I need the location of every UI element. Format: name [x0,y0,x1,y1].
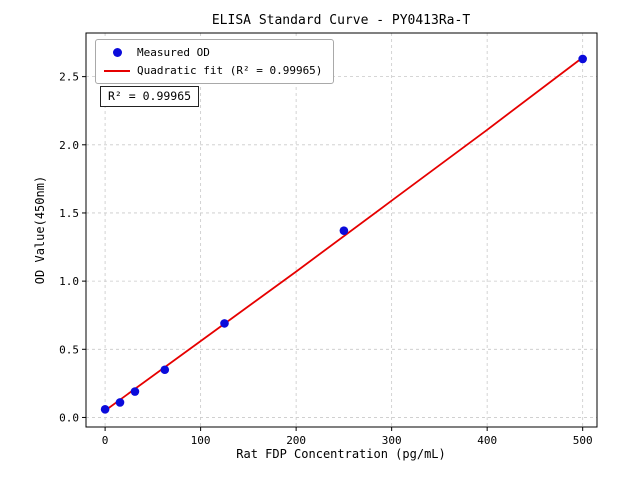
legend-marker-area [104,69,130,72]
y-tick-label: 2.0 [59,139,79,152]
y-tick-label: 0.5 [59,343,79,356]
x-tick-label: 200 [286,434,306,447]
y-tick-label: 1.5 [59,207,79,220]
y-axis-label: OD Value(450nm) [33,175,47,285]
y-tick-label: 2.5 [59,71,79,84]
measured-od-point [339,226,349,235]
measured-od-point [578,54,587,64]
measured-od-point [100,404,110,414]
legend-marker-dot [112,48,122,57]
legend: Measured OD Quadratic fit (R² = 0.99965) [95,39,335,84]
x-tick-label: 400 [477,434,497,447]
r-squared-annotation: R² = 0.99965 [100,86,200,107]
legend-marker-line [104,69,130,72]
measured-od-point [130,387,140,396]
x-tick-label: 300 [382,434,402,447]
x-tick-label: 0 [102,434,109,447]
x-tick-label: 500 [573,434,593,447]
quadratic-fit-line [104,56,584,412]
measured-od-point [160,365,170,375]
legend-item-measured-od: Measured OD [104,46,322,59]
legend-label-quadratic-fit: Quadratic fit (R² = 0.99965) [137,64,323,77]
legend-item-quadratic-fit: Quadratic fit (R² = 0.99965) [104,64,322,77]
y-tick-label: 0.0 [59,411,79,424]
x-axis-label: Rat FDP Concentration (pg/mL) [236,447,446,461]
y-tick-label: 1.0 [59,275,79,288]
measured-od-point [220,319,229,328]
legend-marker-area [104,48,130,57]
legend-label-measured-od: Measured OD [137,46,210,59]
x-tick-label: 100 [191,434,211,447]
measured-od-point [115,398,125,407]
chart-title: ELISA Standard Curve - PY0413Ra-T [211,13,471,28]
plot-border [85,32,598,428]
